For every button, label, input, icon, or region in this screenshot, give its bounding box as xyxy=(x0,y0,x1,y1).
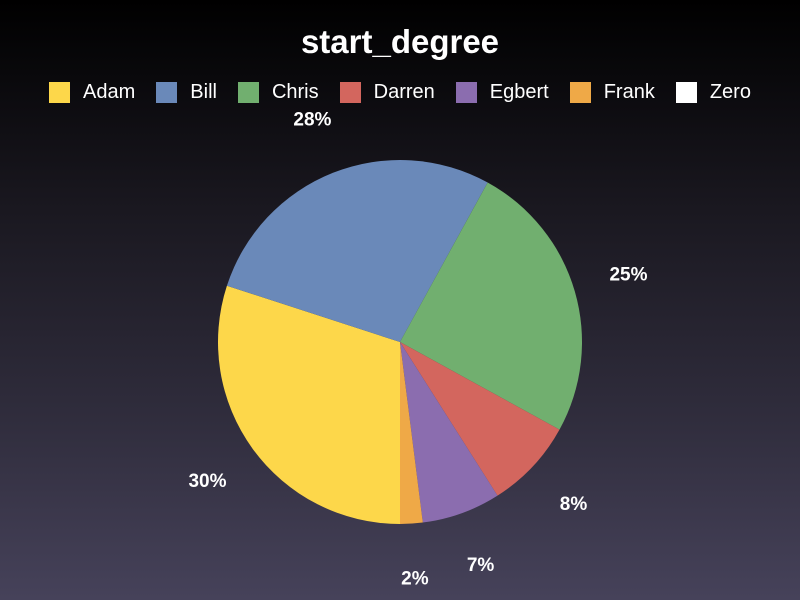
legend-label: Zero xyxy=(709,80,751,103)
legend-item-adam[interactable]: Adam xyxy=(49,81,135,104)
slice-label-bill: 28% xyxy=(293,110,331,131)
pie-slice-chris[interactable] xyxy=(400,182,583,430)
legend-label: Bill xyxy=(190,80,217,103)
legend-label: Egbert xyxy=(489,80,549,103)
legend: Adam Bill Chris Darren Egbert Frank Zero xyxy=(0,80,800,104)
pie-slice-adam[interactable] xyxy=(218,285,400,524)
legend-swatch xyxy=(339,81,361,103)
legend-label: Darren xyxy=(373,80,435,103)
legend-label: Frank xyxy=(603,80,655,103)
pie-slice-darren[interactable] xyxy=(400,342,560,496)
pie-slice-bill[interactable] xyxy=(226,159,488,342)
pie-slice-egbert[interactable] xyxy=(400,342,498,523)
legend-label: Adam xyxy=(83,80,136,103)
legend-item-bill[interactable]: Bill xyxy=(156,81,217,104)
pie-slices xyxy=(218,159,583,524)
pie-labels: 30% 28% 25% 8% 7% 2% xyxy=(188,110,647,590)
legend-item-darren[interactable]: Darren xyxy=(339,80,435,104)
slice-label-frank: 2% xyxy=(401,569,429,590)
legend-swatch xyxy=(675,81,697,103)
legend-item-frank[interactable]: Frank xyxy=(569,80,655,104)
legend-item-egbert[interactable]: Egbert xyxy=(455,80,549,104)
slice-label-chris: 25% xyxy=(609,265,647,286)
legend-swatch xyxy=(156,81,178,103)
legend-item-chris[interactable]: Chris xyxy=(237,80,319,104)
pie-slice-frank[interactable] xyxy=(400,342,423,524)
legend-swatch xyxy=(237,81,259,103)
legend-swatch xyxy=(49,81,71,103)
slice-label-adam: 30% xyxy=(188,471,226,492)
legend-swatch xyxy=(455,81,477,103)
legend-label: Chris xyxy=(271,80,319,103)
legend-swatch xyxy=(569,81,591,103)
slice-label-darren: 8% xyxy=(560,494,588,515)
slice-label-egbert: 7% xyxy=(467,555,495,576)
legend-item-zero[interactable]: Zero xyxy=(675,80,751,104)
chart-title: start_degree xyxy=(300,23,500,60)
